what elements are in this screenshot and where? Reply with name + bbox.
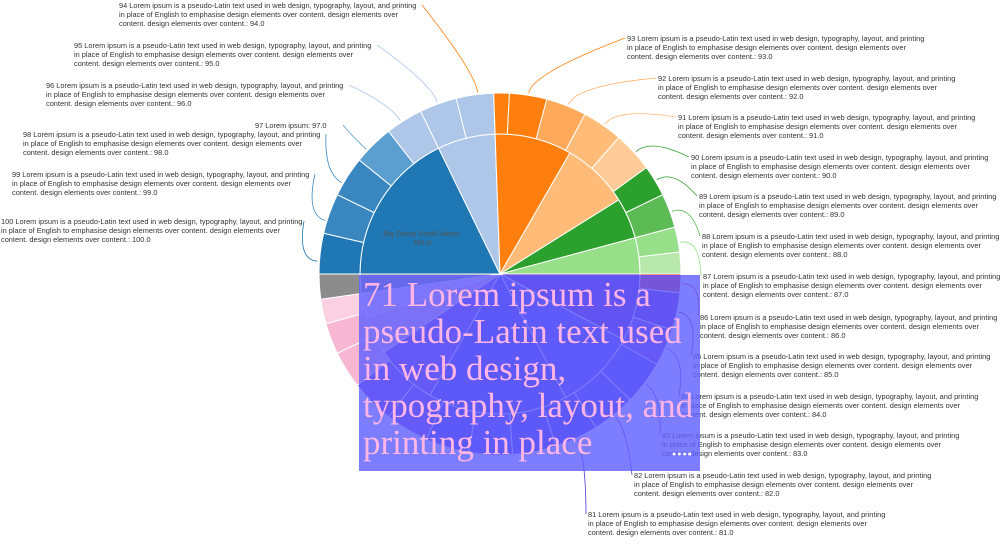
- slice-label-88: 88 Lorem ipsum is a pseudo-Latin text us…: [702, 232, 1000, 259]
- slice-label-96: 96 Lorem ipsum is a pseudo-Latin text us…: [46, 81, 344, 108]
- slice-label-99: 99 Lorem ipsum is a pseudo-Latin text us…: [12, 170, 310, 197]
- leader-line-90: [635, 145, 690, 158]
- leader-line-91: [604, 113, 677, 125]
- leader-line-95: [376, 44, 438, 103]
- leader-line-99: [311, 173, 326, 221]
- slice-label-93: 93 Lorem ipsum is a pseudo-Latin text us…: [627, 34, 925, 61]
- leader-line-97: [342, 124, 367, 150]
- slice-label-83: 83 Lorem ipsum is a pseudo-Latin text us…: [662, 431, 960, 458]
- leader-line-94: [421, 4, 479, 93]
- leader-line-87: [680, 241, 702, 277]
- slice-label-89: 89 Lorem ipsum is a pseudo-Latin text us…: [699, 192, 997, 219]
- center-label-value: 394.0: [412, 238, 432, 247]
- leader-line-88: [671, 209, 701, 237]
- slice-label-85: 85 Lorem ipsum is a pseudo-Latin text us…: [693, 352, 991, 379]
- leader-line-100: [302, 220, 318, 262]
- slice-label-91: 91 Lorem ipsum is a pseudo-Latin text us…: [678, 113, 976, 140]
- leader-line-89: [656, 176, 698, 197]
- leader-line-98: [325, 133, 342, 183]
- slice-label-82: 82 Lorem ipsum is a pseudo-Latin text us…: [634, 471, 932, 498]
- center-label: Big Group Small Name: 394.0: [367, 229, 477, 247]
- slice-label-86: 86 Lorem ipsum is a pseudo-Latin text us…: [700, 313, 998, 340]
- tooltip: 71 Lorem ipsum is a pseudo-Latin text us…: [359, 275, 700, 471]
- slice-label-100: 100 Lorem ipsum is a pseudo-Latin text u…: [1, 217, 303, 244]
- leader-line-92: [568, 77, 657, 105]
- outer-slice-7[interactable]: [493, 92, 510, 135]
- tooltip-text: 71 Lorem ipsum is a pseudo-Latin text us…: [363, 275, 694, 462]
- slice-label-81: 81 Lorem ipsum is a pseudo-Latin text us…: [588, 510, 886, 537]
- slice-label-95: 95 Lorem ipsum is a pseudo-Latin text us…: [74, 41, 372, 68]
- slice-label-87: 87 Lorem ipsum is a pseudo-Latin text us…: [703, 272, 1000, 299]
- slice-label-90: 90 Lorem ipsum is a pseudo-Latin text us…: [691, 153, 989, 180]
- slice-label-98: 98 Lorem ipsum is a pseudo-Latin text us…: [23, 130, 321, 157]
- slice-label-92: 92 Lorem ipsum is a pseudo-Latin text us…: [658, 74, 956, 101]
- tooltip-dots: ●●●●: [672, 451, 693, 458]
- center-label-name: Big Group Small Name:: [383, 229, 461, 238]
- leader-line-93: [528, 37, 626, 94]
- slice-label-97: 97 Lorem ipsum: 97.0: [255, 121, 327, 130]
- leader-line-96: [348, 84, 401, 121]
- slice-label-94: 94 Lorem ipsum is a pseudo-Latin text us…: [119, 1, 417, 28]
- slice-label-84: 84 Lorem ipsum is a pseudo-Latin text us…: [681, 392, 979, 419]
